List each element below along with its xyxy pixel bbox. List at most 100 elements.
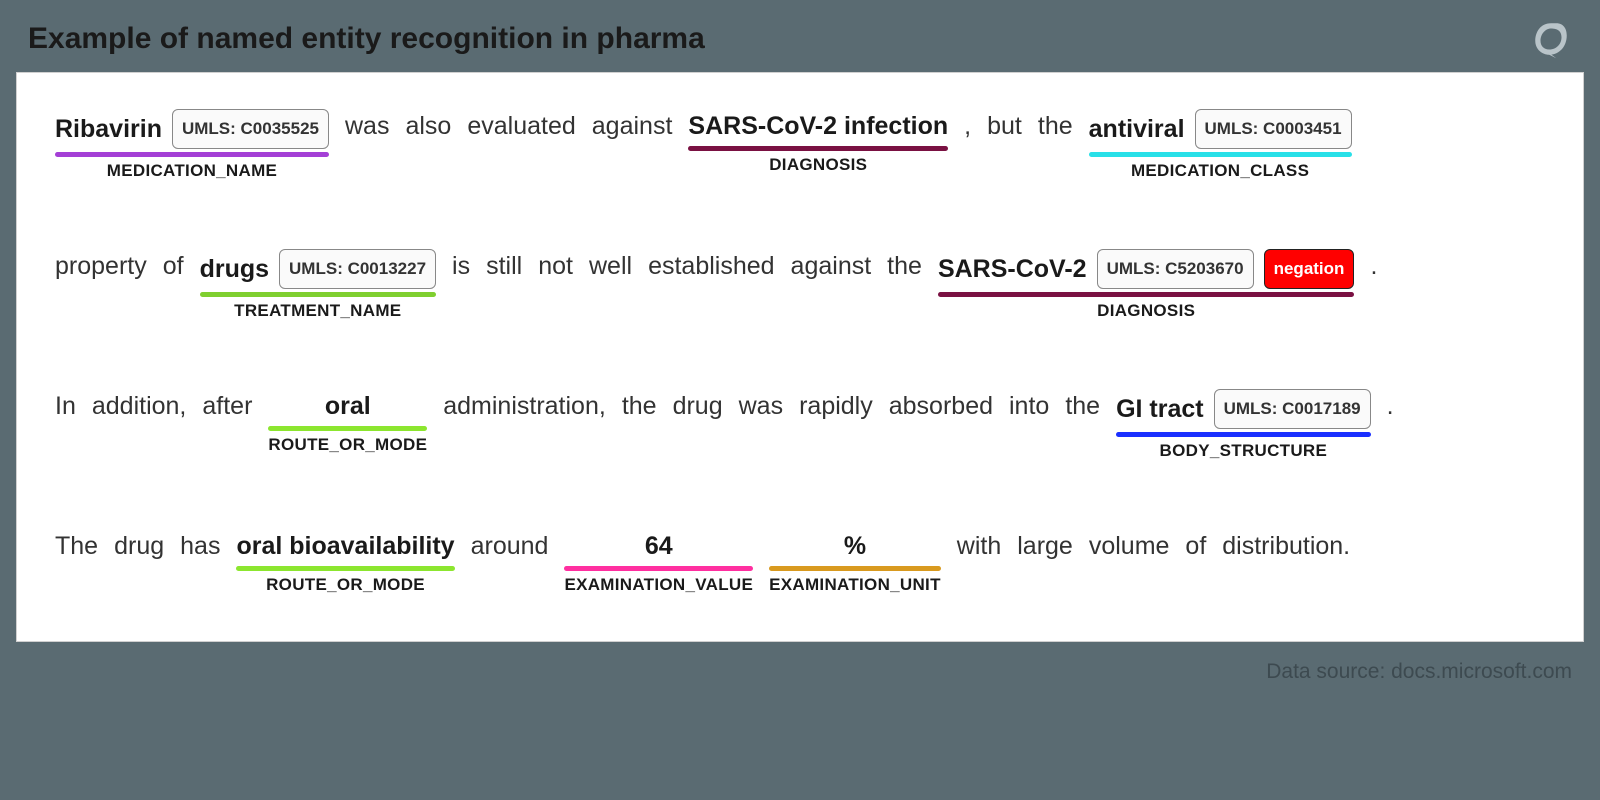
- entity-top-row: antiviral UMLS: C0003451: [1089, 109, 1352, 149]
- entity-annotation: GI tract UMLS: C0017189 BODY_STRUCTURE: [1116, 389, 1371, 461]
- entity-annotation: 64 EXAMINATION_VALUE: [564, 529, 753, 595]
- entity-text: drugs: [200, 252, 269, 286]
- entity-annotation: oral ROUTE_OR_MODE: [268, 389, 427, 455]
- umls-code-badge: UMLS: C0003451: [1195, 109, 1352, 149]
- entity-type-label: TREATMENT_NAME: [234, 301, 401, 321]
- entity-type-label: DIAGNOSIS: [769, 155, 867, 175]
- entity-annotation: SARS-CoV-2 UMLS: C5203670negation DIAGNOSI…: [938, 249, 1355, 321]
- entity-annotation: antiviral UMLS: C0003451 MEDICATION_CLASS: [1089, 109, 1352, 181]
- entity-underline: [938, 292, 1355, 297]
- entity-underline: [688, 146, 948, 151]
- plain-word: established: [648, 249, 774, 283]
- entity-top-row: 64: [613, 529, 705, 563]
- plain-word: the: [1065, 389, 1100, 423]
- entity-type-label: MEDICATION_NAME: [107, 161, 277, 181]
- plain-word: In: [55, 389, 76, 423]
- plain-word: the: [887, 249, 922, 283]
- plain-word: is: [452, 249, 470, 283]
- entity-underline: [564, 566, 753, 571]
- entity-annotation: drugs UMLS: C0013227 TREATMENT_NAME: [200, 249, 436, 321]
- plain-word: .: [1370, 249, 1377, 283]
- umls-code-badge: UMLS: C0035525: [172, 109, 329, 149]
- entity-underline: [55, 152, 329, 157]
- plain-word: after: [202, 389, 252, 423]
- entity-text: Ribavirin: [55, 112, 162, 146]
- entity-underline: [200, 292, 436, 297]
- plain-word: not: [538, 249, 573, 283]
- plain-word: distribution.: [1222, 529, 1350, 563]
- entity-type-label: BODY_STRUCTURE: [1160, 441, 1328, 461]
- plain-word: still: [486, 249, 522, 283]
- plain-word: absorbed: [889, 389, 993, 423]
- plain-word: rapidly: [799, 389, 873, 423]
- plain-word: with: [957, 529, 1001, 563]
- plain-word: against: [791, 249, 872, 283]
- entity-type-label: DIAGNOSIS: [1097, 301, 1195, 321]
- plain-word: also: [405, 109, 451, 143]
- plain-word: property: [55, 249, 147, 283]
- entity-underline: [769, 566, 941, 571]
- plain-word: was: [739, 389, 783, 423]
- plain-word: drug: [114, 529, 164, 563]
- text-line: RibavirinUMLS: C0035525MEDICATION_NAMEwa…: [55, 109, 1545, 181]
- plain-word: well: [589, 249, 632, 283]
- plain-word: the: [622, 389, 657, 423]
- entity-top-row: oral: [293, 389, 403, 423]
- assertion-badge: negation: [1264, 249, 1355, 289]
- plain-word: has: [180, 529, 220, 563]
- entity-annotation: SARS-CoV-2 infection DIAGNOSIS: [688, 109, 948, 175]
- entity-text: antiviral: [1089, 112, 1185, 146]
- entity-underline: [1116, 432, 1371, 437]
- entity-top-row: SARS-CoV-2 infection: [688, 109, 948, 143]
- leaf-logo-icon: [1530, 18, 1572, 60]
- plain-word: the: [1038, 109, 1073, 143]
- page-title: Example of named entity recognition in p…: [28, 22, 705, 56]
- plain-word: addition,: [92, 389, 187, 423]
- entity-underline: [268, 426, 427, 431]
- entity-underline: [1089, 152, 1352, 157]
- entity-text: SARS-CoV-2 infection: [688, 109, 948, 143]
- plain-word: ,: [964, 109, 971, 143]
- plain-word: of: [1185, 529, 1206, 563]
- plain-word: administration,: [443, 389, 606, 423]
- entity-top-row: %: [812, 529, 898, 563]
- plain-word: large: [1017, 529, 1073, 563]
- plain-word: around: [471, 529, 549, 563]
- plain-word: of: [163, 249, 184, 283]
- entity-text: 64: [613, 529, 705, 563]
- entity-annotation: % EXAMINATION_UNIT: [769, 529, 941, 595]
- umls-code-badge: UMLS: C5203670: [1097, 249, 1254, 289]
- plain-word: into: [1009, 389, 1049, 423]
- plain-word: .: [1387, 389, 1394, 423]
- entity-annotation: oral bioavailability ROUTE_OR_MODE: [236, 529, 454, 595]
- umls-code-badge: UMLS: C0017189: [1214, 389, 1371, 429]
- entity-text: oral bioavailability: [236, 529, 454, 563]
- entity-text: GI tract: [1116, 392, 1204, 426]
- entity-text: %: [812, 529, 898, 563]
- entity-type-label: EXAMINATION_VALUE: [564, 575, 753, 595]
- entity-text: SARS-CoV-2: [938, 252, 1087, 286]
- entity-underline: [236, 566, 454, 571]
- entity-type-label: EXAMINATION_UNIT: [769, 575, 941, 595]
- text-line: Thedrughas oral bioavailability ROUTE_OR_M…: [55, 529, 1545, 595]
- entity-top-row: oral bioavailability: [236, 529, 454, 563]
- entity-type-label: ROUTE_OR_MODE: [266, 575, 425, 595]
- text-line: property ofdrugs UMLS: C0013227 TREATMENT_N…: [55, 249, 1545, 321]
- plain-word: but: [987, 109, 1022, 143]
- entity-type-label: ROUTE_OR_MODE: [268, 435, 427, 455]
- plain-word: drug: [673, 389, 723, 423]
- data-source-footer: Data source: docs.microsoft.com: [0, 642, 1600, 684]
- entity-top-row: Ribavirin UMLS: C0035525: [55, 109, 329, 149]
- plain-word: against: [592, 109, 673, 143]
- entity-top-row: drugs UMLS: C0013227: [200, 249, 436, 289]
- entity-text: oral: [293, 389, 403, 423]
- entity-top-row: SARS-CoV-2 UMLS: C5203670negation: [938, 249, 1355, 289]
- plain-word: The: [55, 529, 98, 563]
- header: Example of named entity recognition in p…: [0, 0, 1600, 72]
- entity-type-label: MEDICATION_CLASS: [1131, 161, 1309, 181]
- umls-code-badge: UMLS: C0013227: [279, 249, 436, 289]
- entity-annotation: Ribavirin UMLS: C0035525 MEDICATION_NAME: [55, 109, 329, 181]
- plain-word: volume: [1089, 529, 1170, 563]
- entity-top-row: GI tract UMLS: C0017189: [1116, 389, 1371, 429]
- text-line: In addition, after oral ROUTE_OR_MODE adminis…: [55, 389, 1545, 461]
